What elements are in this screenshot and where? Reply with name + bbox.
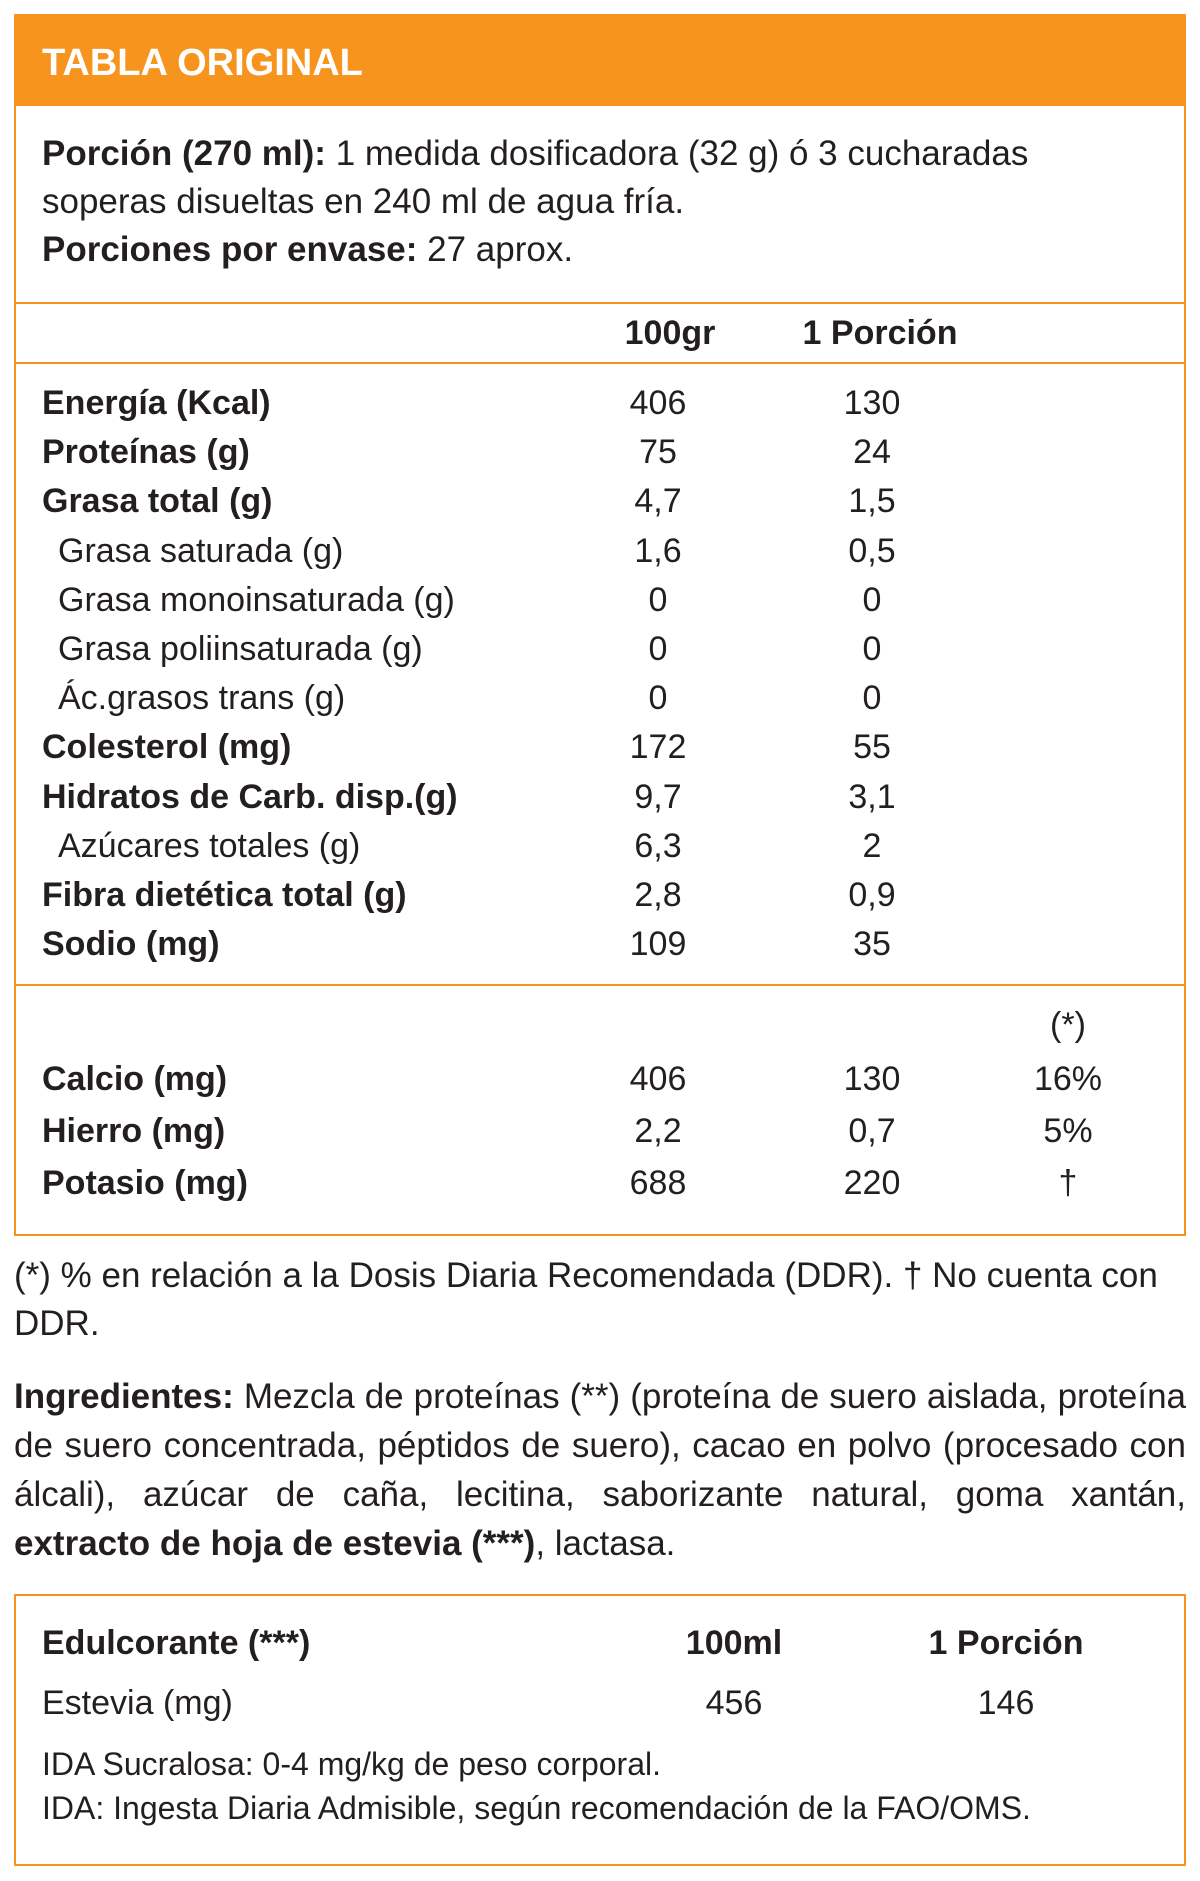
ddr-header: (*) xyxy=(1050,1006,1086,1044)
value-100: 2,8 xyxy=(634,876,682,914)
value-100: 0 xyxy=(648,679,668,718)
value-100: 109 xyxy=(629,925,687,964)
ingredients: Ingredientes: Mezcla de proteínas (**) (… xyxy=(14,1372,1186,1568)
value-portion: 130 xyxy=(843,384,901,422)
value-100: 1,6 xyxy=(634,531,682,570)
portion-label: Porción (270 ml): xyxy=(42,134,326,173)
value-100: 4,7 xyxy=(634,482,682,521)
sweetener-cell: Estevia (mg) xyxy=(42,1684,233,1722)
serving: Porción (270 ml): 1 medida dosificadora … xyxy=(42,130,1162,274)
sub-nutrient-name: Grasa monoinsaturada (g) xyxy=(58,580,455,619)
separator xyxy=(14,302,1186,304)
sweetener-cell: 146 xyxy=(977,1684,1035,1722)
value-portion: 0,5 xyxy=(848,531,896,570)
nutrient-name: Hidratos de Carb. disp.(g) xyxy=(42,777,458,816)
sub-nutrient-name: Grasa poliinsaturada (g) xyxy=(58,630,423,668)
nutrient-name: Grasa total (g) xyxy=(42,482,273,521)
sweetener-note: IDA: Ingesta Diaria Admisible, según rec… xyxy=(42,1790,1031,1826)
value-portion: 24 xyxy=(853,433,891,472)
sub-nutrient-name: Azúcares totales (g) xyxy=(58,826,361,865)
footnote: (*) % en relación a la Dosis Diaria Reco… xyxy=(14,1256,1158,1343)
nutrient-name: Colesterol (mg) xyxy=(42,728,292,767)
sweetener-header: Edulcorante (***) xyxy=(42,1624,311,1662)
ingredients-text: Mezcla de proteínas (**) (proteína de su… xyxy=(14,1377,1187,1514)
nutrient-name: Sodio (mg) xyxy=(42,925,220,964)
value-portion: 220 xyxy=(843,1164,901,1202)
value-ddr: 5% xyxy=(1043,1112,1093,1150)
value-100: 0 xyxy=(648,580,668,619)
ingredients-bold: extracto de hoja de estevia (***) xyxy=(14,1524,536,1563)
separator xyxy=(14,984,1186,986)
value-portion: 0 xyxy=(862,630,882,668)
value-ddr: † xyxy=(1058,1164,1078,1202)
value-portion: 1,5 xyxy=(848,482,896,521)
value-100: 9,7 xyxy=(634,777,682,816)
value-portion: 0 xyxy=(862,580,882,619)
column-header: 100gr xyxy=(624,314,716,352)
value-portion: 130 xyxy=(843,1060,901,1098)
value-100: 75 xyxy=(639,433,677,472)
value-portion: 0,9 xyxy=(848,876,896,914)
sweetener-box xyxy=(14,1594,1186,1866)
value-100: 2,2 xyxy=(634,1112,682,1150)
sweetener-note: IDA Sucralosa: 0-4 mg/kg de peso corpora… xyxy=(42,1746,661,1782)
sub-nutrient-name: Grasa saturada (g) xyxy=(58,531,344,570)
header-band xyxy=(14,14,1186,106)
value-portion: 0 xyxy=(862,679,882,718)
nutrient-name: Proteínas (g) xyxy=(42,433,250,472)
title: TABLA ORIGINAL xyxy=(42,42,363,84)
count-text: 27 aprox. xyxy=(427,230,574,269)
value-ddr: 16% xyxy=(1033,1060,1103,1098)
mineral-name: Calcio (mg) xyxy=(42,1060,228,1098)
value-portion: 35 xyxy=(853,925,891,964)
value-100: 6,3 xyxy=(634,826,682,865)
value-100: 406 xyxy=(629,384,687,422)
nutrient-name: Energía (Kcal) xyxy=(42,384,271,422)
nutrient-name: Fibra dietética total (g) xyxy=(42,876,407,914)
ingredients-end: , lactasa. xyxy=(535,1524,676,1563)
count-label: Porciones por envase: xyxy=(42,230,418,269)
value-100: 688 xyxy=(629,1164,687,1202)
sweetener-header: 100ml xyxy=(685,1624,783,1662)
sweetener-cell: 456 xyxy=(705,1684,763,1722)
value-100: 0 xyxy=(648,630,668,668)
ingredients-label: Ingredientes: xyxy=(14,1377,234,1416)
sub-nutrient-name: Ác.grasos trans (g) xyxy=(58,679,346,718)
separator xyxy=(14,362,1186,364)
sweetener-header: 1 Porción xyxy=(928,1624,1084,1662)
mineral-name: Potasio (mg) xyxy=(42,1164,248,1202)
value-portion: 55 xyxy=(853,728,891,767)
value-100: 172 xyxy=(629,728,687,767)
value-portion: 2 xyxy=(862,826,882,865)
value-100: 406 xyxy=(629,1060,687,1098)
portion-text: 1 medida dosificadora (32 g) ó 3 cuchara… xyxy=(42,134,1029,221)
column-header: 1 Porción xyxy=(802,314,958,352)
value-portion: 0,7 xyxy=(848,1112,896,1150)
value-portion: 3,1 xyxy=(848,777,896,816)
mineral-name: Hierro (mg) xyxy=(42,1112,226,1150)
